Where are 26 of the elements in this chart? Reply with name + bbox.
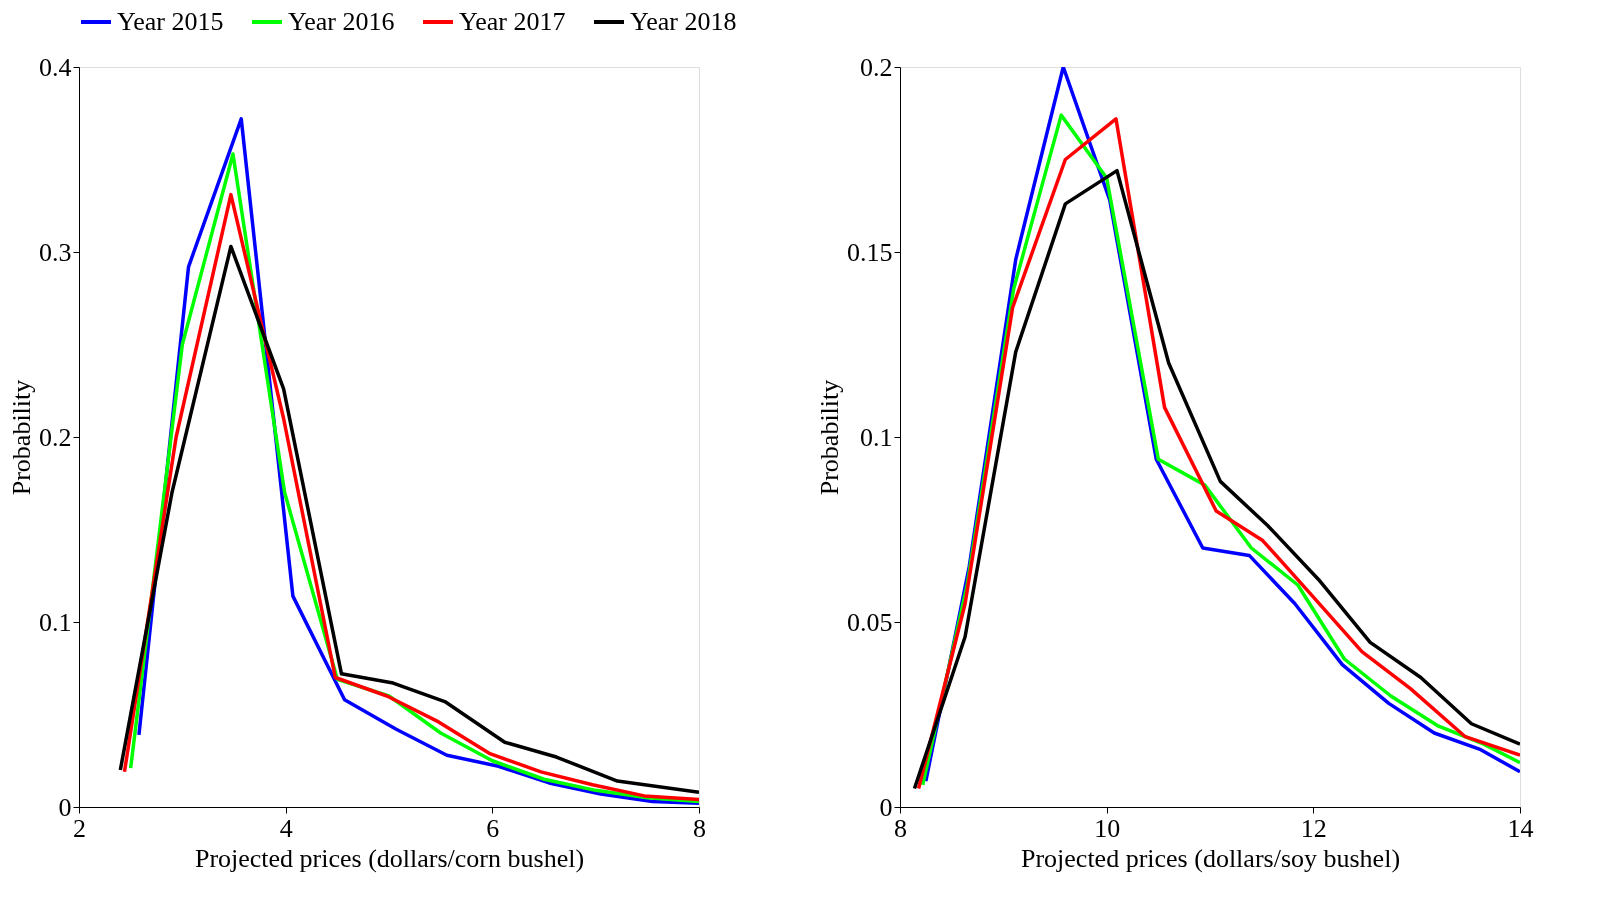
- x-axis-title: Projected prices (dollars/soy bushel): [1020, 843, 1401, 873]
- x-tick-label: 8: [693, 813, 706, 843]
- y-tick-label: 0: [879, 792, 893, 822]
- x-tick-label: 8: [894, 813, 907, 843]
- y-tick-label: 0.15: [847, 237, 893, 267]
- legend-label: Year 2015: [117, 7, 224, 36]
- legend-label: Year 2017: [459, 7, 566, 36]
- legend-label: Year 2016: [288, 7, 395, 36]
- y-tick-label: 0.2: [860, 52, 893, 82]
- y-tick-label: 0: [58, 792, 72, 822]
- y-tick-label: 0.4: [39, 52, 72, 82]
- y-axis-title: Probability: [815, 379, 844, 496]
- x-tick-label: 2: [73, 813, 86, 843]
- x-tick-label: 6: [486, 813, 500, 843]
- x-tick-label: 14: [1507, 813, 1534, 843]
- x-tick-label: 10: [1094, 813, 1121, 843]
- y-tick-label: 0.05: [847, 607, 893, 637]
- y-tick-label: 0.1: [860, 422, 893, 452]
- x-tick-label: 4: [279, 813, 293, 843]
- y-tick-label: 0.1: [39, 607, 72, 637]
- legend-label: Year 2018: [630, 7, 737, 36]
- y-axis-title: Probability: [7, 379, 36, 496]
- y-tick-label: 0.3: [39, 237, 72, 267]
- x-axis-title: Projected prices (dollars/corn bushel): [194, 843, 585, 873]
- y-tick-label: 0.2: [39, 422, 72, 452]
- x-tick-label: 12: [1300, 813, 1327, 843]
